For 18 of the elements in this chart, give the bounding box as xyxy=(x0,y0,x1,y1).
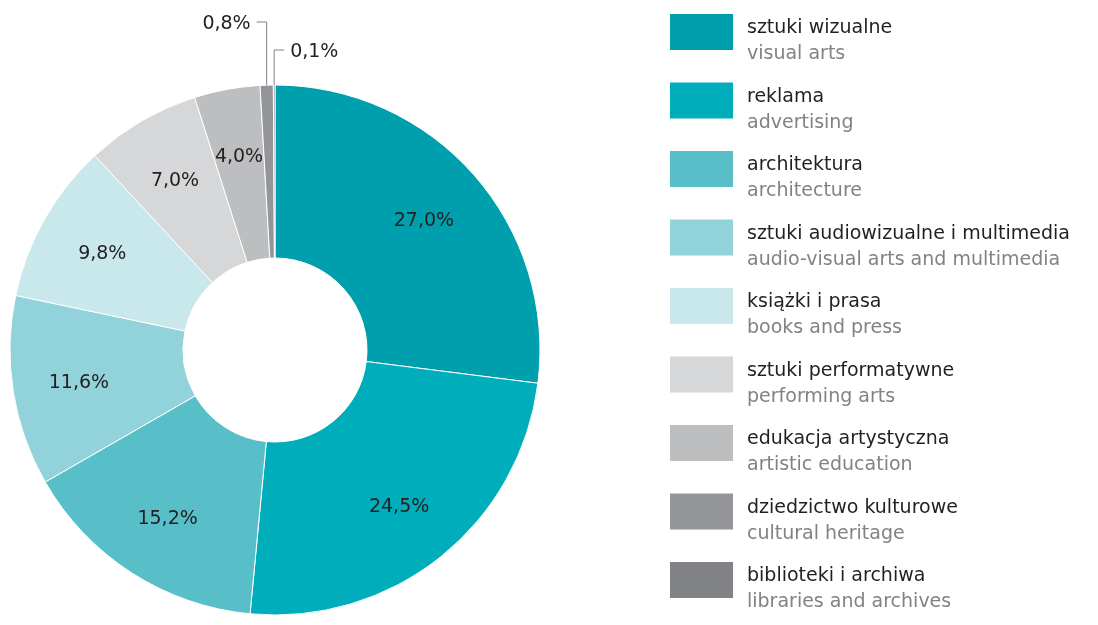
legend-label: sztuki performatywne performing arts xyxy=(747,357,955,406)
legend-label: architektura architecture xyxy=(747,152,863,200)
data-label: 24,5% xyxy=(368,493,430,516)
data-label: 27,0% xyxy=(393,207,455,230)
legend-label: sztuki wizualne visual arts xyxy=(747,15,893,63)
data-label: 7,0% xyxy=(150,167,200,190)
legend-label: reklama advertising xyxy=(747,83,854,132)
data-label: 4,0% xyxy=(214,143,264,166)
legend-label: dziedzictwo kulturowe cultural heritage xyxy=(747,494,958,543)
legend-label: książki i prasa books and press xyxy=(747,289,902,337)
legend-label: sztuki audiowizualne i multimedia audio-visual arts and multimedia xyxy=(747,220,1070,269)
data-label: 0,1% xyxy=(290,39,339,61)
data-label: 11,6% xyxy=(48,370,110,393)
data-label: 9,8% xyxy=(78,241,127,264)
data-label: 0,8% xyxy=(202,11,251,33)
legend-label: biblioteki i archiwa libraries and archives xyxy=(747,563,952,611)
data-label: 15,2% xyxy=(137,505,198,528)
legend-label: edukacja artystyczna artistic education xyxy=(747,426,950,474)
